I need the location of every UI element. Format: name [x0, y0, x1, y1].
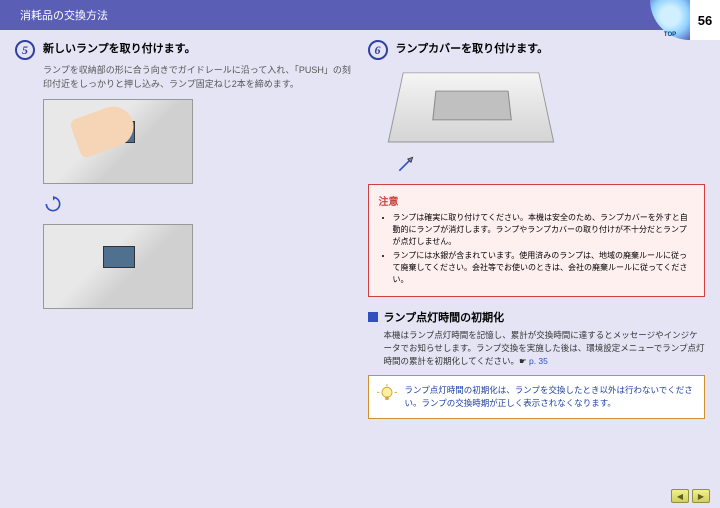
caution-box: 注意 ランプは確実に取り付けてください。本機は安全のため、ランプカバーを外すと自…: [368, 184, 706, 297]
page-ref-link[interactable]: p. 35: [529, 356, 548, 366]
step-5-illustration-2: [43, 224, 353, 309]
bulb-icon: [377, 384, 397, 404]
caution-item: ランプは確実に取り付けてください。本機は安全のため、ランプカバーを外すと自動的に…: [393, 212, 695, 248]
left-column: 5 新しいランプを取り付けます。 ランプを収納部の形に合う向きでガイドレールに沿…: [15, 40, 353, 419]
step-6-title: ランプカバーを取り付けます。: [396, 40, 549, 56]
section-title: ランプ点灯時間の初期化: [384, 309, 505, 325]
tip-box: ランプ点灯時間の初期化は、ランプを交換したとき以外は行わないでください。ランプの…: [368, 375, 706, 419]
right-column: 6 ランプカバーを取り付けます。 注意 ランプは確実に取り付けてください。本機は…: [368, 40, 706, 419]
content: 5 新しいランプを取り付けます。 ランプを収納部の形に合う向きでガイドレールに沿…: [0, 30, 720, 429]
header-title: 消耗品の交換方法: [20, 7, 108, 23]
step-5-title: 新しいランプを取り付けます。: [43, 40, 196, 56]
rotation-icon: [43, 194, 353, 219]
step-6-illustration: [396, 64, 706, 144]
page-number: 56: [690, 0, 720, 40]
step-5-desc: ランプを収納部の形に合う向きでガイドレールに沿って入れ、「PUSH」の刻印付近を…: [43, 64, 353, 91]
section-head: ランプ点灯時間の初期化: [368, 309, 706, 325]
header-bar: 消耗品の交換方法: [0, 0, 720, 30]
step-6-head: 6 ランプカバーを取り付けます。: [368, 40, 706, 60]
screw-icon: [396, 154, 706, 179]
step-5-illustration-1: [43, 99, 353, 184]
next-page-button[interactable]: ▶: [692, 489, 710, 503]
caution-title: 注意: [379, 193, 695, 208]
top-right-nav: 56: [650, 0, 720, 40]
step-5-num: 5: [15, 40, 35, 60]
footer-nav: ◀ ▶: [671, 489, 710, 503]
caution-item: ランプには水銀が含まれています。使用済みのランプは、地域の廃棄ルールに従って廃棄…: [393, 250, 695, 286]
section-marker: [368, 312, 378, 322]
step-5-head: 5 新しいランプを取り付けます。: [15, 40, 353, 60]
caution-list: ランプは確実に取り付けてください。本機は安全のため、ランプカバーを外すと自動的に…: [379, 212, 695, 286]
tip-text: ランプ点灯時間の初期化は、ランプを交換したとき以外は行わないでください。ランプの…: [405, 384, 697, 410]
prev-page-button[interactable]: ◀: [671, 489, 689, 503]
step-6-num: 6: [368, 40, 388, 60]
section-body: 本機はランプ点灯時間を記憶し、累計が交換時間に達するとメッセージやインジケータで…: [384, 329, 706, 367]
top-icon[interactable]: [650, 0, 690, 40]
